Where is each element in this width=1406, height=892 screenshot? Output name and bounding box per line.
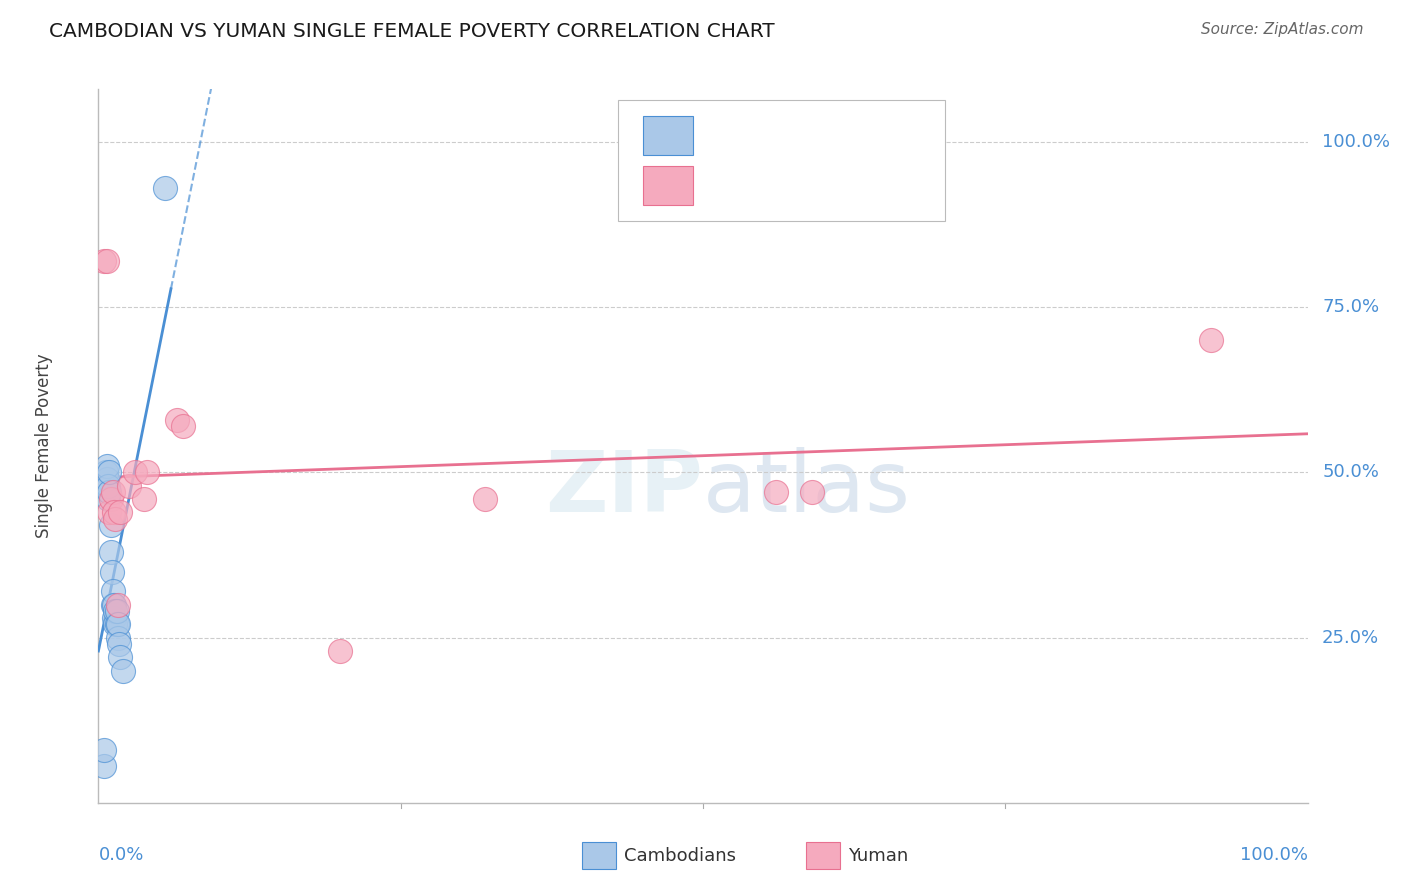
Text: 100.0%: 100.0% (1322, 133, 1391, 151)
Point (105, 604, 128, 618)
Point (103, 611, 125, 625)
Point (103, 505, 125, 519)
Point (474, 491, 496, 506)
Point (107, 617, 129, 632)
Text: CAMBODIAN VS YUMAN SINGLE FEMALE POVERTY CORRELATION CHART: CAMBODIAN VS YUMAN SINGLE FEMALE POVERTY… (49, 22, 775, 41)
Text: ZIP: ZIP (546, 447, 703, 531)
Point (93, 254, 115, 268)
Point (166, 412, 188, 426)
Bar (806, 842, 839, 869)
Point (172, 419, 194, 434)
Point (108, 650, 131, 665)
Point (98, 505, 121, 519)
Point (765, 485, 787, 500)
Point (1199, 333, 1222, 347)
Point (98, 485, 121, 500)
Point (108, 637, 131, 651)
Text: Source: ZipAtlas.com: Source: ZipAtlas.com (1201, 22, 1364, 37)
Point (101, 485, 124, 500)
Point (800, 485, 823, 500)
Bar (582, 842, 616, 869)
Point (105, 617, 128, 632)
Point (97, 478, 120, 492)
Point (94, 466, 117, 480)
Text: N = 20: N = 20 (820, 176, 894, 195)
Text: 50.0%: 50.0% (1322, 464, 1379, 482)
Point (107, 631, 129, 645)
Text: 100.0%: 100.0% (1240, 846, 1308, 863)
Point (104, 604, 127, 618)
Text: Single Female Poverty: Single Female Poverty (35, 354, 53, 538)
Point (97, 491, 120, 506)
Point (329, 644, 352, 658)
Point (118, 478, 141, 492)
Text: 0.0%: 0.0% (98, 846, 143, 863)
Bar (643, 116, 693, 155)
Point (107, 598, 129, 612)
Point (93, 743, 115, 757)
Text: N = 26: N = 26 (820, 126, 894, 145)
Point (124, 466, 146, 480)
Point (103, 598, 125, 612)
Point (100, 565, 122, 579)
Point (100, 545, 122, 559)
Bar (643, 166, 693, 205)
Point (104, 617, 127, 632)
Text: Yuman: Yuman (848, 847, 908, 865)
Point (134, 491, 156, 506)
Point (100, 491, 122, 506)
Point (96, 458, 118, 473)
Point (98, 466, 121, 480)
Point (153, 181, 176, 195)
Text: R = 0.655: R = 0.655 (716, 126, 814, 145)
Point (108, 505, 131, 519)
FancyBboxPatch shape (619, 100, 945, 221)
Text: 25.0%: 25.0% (1322, 629, 1379, 647)
Point (100, 518, 122, 533)
Point (93, 759, 115, 773)
Text: Cambodians: Cambodians (624, 847, 737, 865)
Point (104, 511, 127, 525)
Text: 75.0%: 75.0% (1322, 298, 1379, 317)
Point (135, 466, 157, 480)
Text: atlas: atlas (703, 447, 911, 531)
Point (96, 254, 118, 268)
Point (101, 598, 124, 612)
Point (111, 664, 134, 678)
Point (101, 584, 124, 599)
Text: R = 0.337: R = 0.337 (716, 176, 813, 195)
Point (96, 472, 118, 486)
